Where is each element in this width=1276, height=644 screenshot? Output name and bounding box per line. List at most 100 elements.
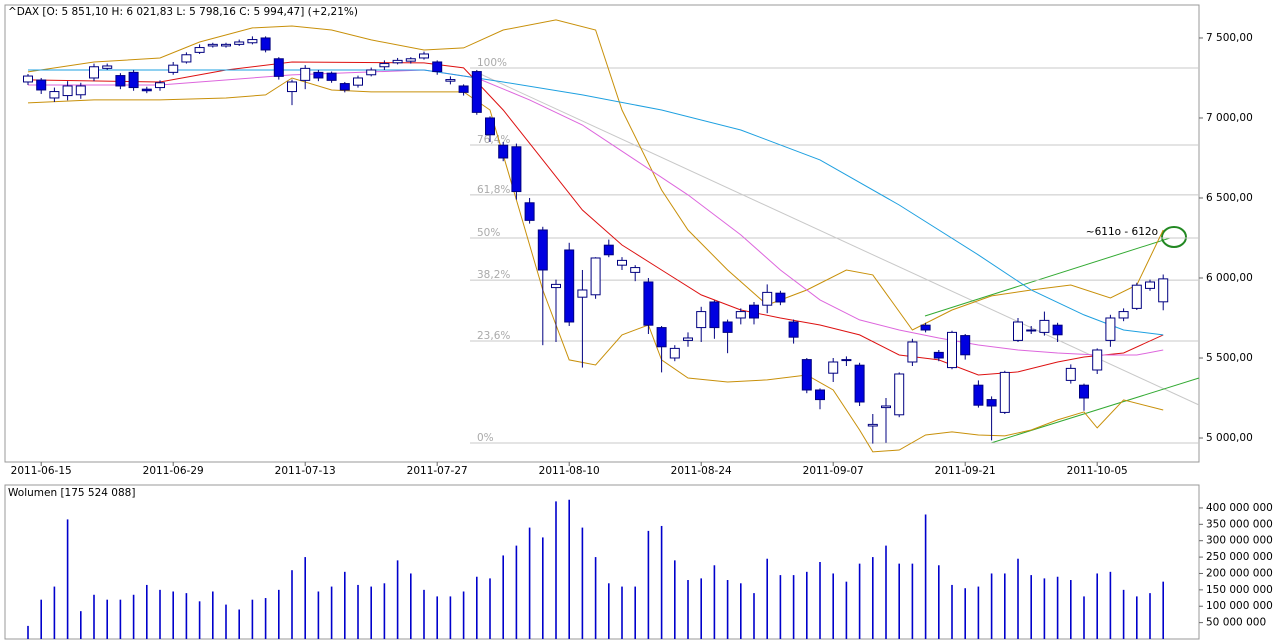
volume-bar (832, 573, 834, 639)
volume-bar (594, 557, 597, 639)
candle-body (920, 324, 931, 331)
candle-body (603, 244, 614, 256)
candle-body (1052, 324, 1063, 336)
volume-bar (740, 583, 742, 639)
y-tick-label: 300 000 000 (1206, 535, 1273, 547)
x-tick-label: 2011-07-13 (275, 465, 336, 477)
candle-body (933, 351, 944, 359)
volume-bar (845, 581, 848, 639)
candle-body (907, 341, 918, 363)
volume-bar (647, 530, 650, 639)
volume-bar (515, 545, 518, 639)
volume-bar (462, 591, 465, 639)
volume-bar (581, 527, 584, 639)
candle-body (168, 64, 179, 73)
x-tick-label: 2011-06-29 (143, 465, 204, 477)
volume-bar (489, 578, 491, 639)
candle-body (722, 321, 733, 333)
candle-body (273, 58, 284, 77)
candle-body (973, 384, 984, 406)
volume-bar (700, 578, 702, 639)
candle-body (630, 267, 641, 273)
candle-body (656, 327, 667, 348)
volume-bar (713, 565, 716, 639)
candle-body (683, 337, 693, 341)
volume-bar (225, 604, 227, 639)
channel-upper (924, 237, 1171, 317)
candle-body (669, 347, 680, 359)
volume-bar (357, 584, 359, 639)
candle-body (947, 331, 957, 369)
candle-body (577, 289, 588, 298)
volume-bar (238, 609, 240, 639)
volume-bar (806, 571, 808, 639)
candle-body (999, 371, 1010, 413)
volume-bar (753, 593, 755, 639)
volume-panel (4, 484, 1200, 640)
volume-bar (40, 599, 42, 639)
volume-bar (212, 591, 214, 639)
candle-body (1079, 384, 1089, 399)
volume-bar (542, 537, 544, 639)
volume-bar (885, 545, 887, 639)
volume-bar (53, 586, 56, 639)
fib-label: 100% (477, 57, 507, 69)
indicator-line (27, 19, 1164, 331)
fib-label: 76,4% (477, 134, 510, 146)
volume-bar (660, 525, 663, 639)
y-tick-label: 250 000 000 (1206, 551, 1273, 563)
candle-body (841, 359, 852, 362)
candle-body (867, 423, 878, 427)
volume-bar (819, 562, 821, 639)
candle-body (590, 257, 601, 296)
candle-body (815, 389, 825, 401)
candle-body (894, 373, 905, 416)
candle-body (1158, 278, 1169, 303)
candle-body (75, 85, 86, 96)
candle-body (749, 304, 759, 319)
volume-bar (924, 514, 927, 639)
candle-body (537, 229, 548, 271)
candle-body (801, 359, 812, 391)
candle-body (986, 399, 997, 407)
channel-lower (990, 377, 1200, 444)
volume-bar (898, 563, 900, 639)
candle-body (221, 43, 231, 47)
volume-bar (1017, 558, 1019, 639)
candle-body (643, 281, 654, 326)
candle-body (141, 88, 152, 92)
target-circle (1161, 226, 1187, 248)
candle-body (551, 283, 561, 289)
y-tick-label: 6 500,00 (1206, 192, 1253, 204)
volume-bar (106, 599, 108, 639)
volume-bar (344, 571, 346, 639)
volume-bar (528, 527, 531, 639)
candle-body (128, 71, 139, 89)
volume-bar (370, 586, 372, 639)
volume-bar (964, 588, 966, 639)
volume-bar (1056, 576, 1059, 639)
candle-body (115, 75, 126, 87)
volume-bar (502, 555, 504, 639)
candle-body (49, 91, 60, 99)
candle-body (458, 85, 469, 93)
candle-body (234, 41, 245, 45)
volume-bar (198, 601, 201, 639)
volume-bar (291, 570, 293, 639)
volume-bar (476, 576, 478, 639)
x-tick-label: 2011-06-15 (11, 465, 72, 477)
volume-bar (383, 583, 386, 639)
volume-bar (410, 573, 412, 639)
candle-body (181, 54, 192, 63)
candle-body (89, 66, 99, 79)
volume-bar (159, 589, 161, 639)
volume-title: Wolumen [175 524 088] (8, 487, 135, 499)
y-tick-label: 7 500,00 (1206, 32, 1253, 44)
volume-bar (330, 586, 333, 639)
volume-bar (119, 599, 122, 639)
candle-body (102, 65, 113, 69)
x-tick-label: 2011-10-05 (1067, 465, 1128, 477)
candle-body (36, 79, 47, 91)
candle-body (62, 85, 73, 97)
